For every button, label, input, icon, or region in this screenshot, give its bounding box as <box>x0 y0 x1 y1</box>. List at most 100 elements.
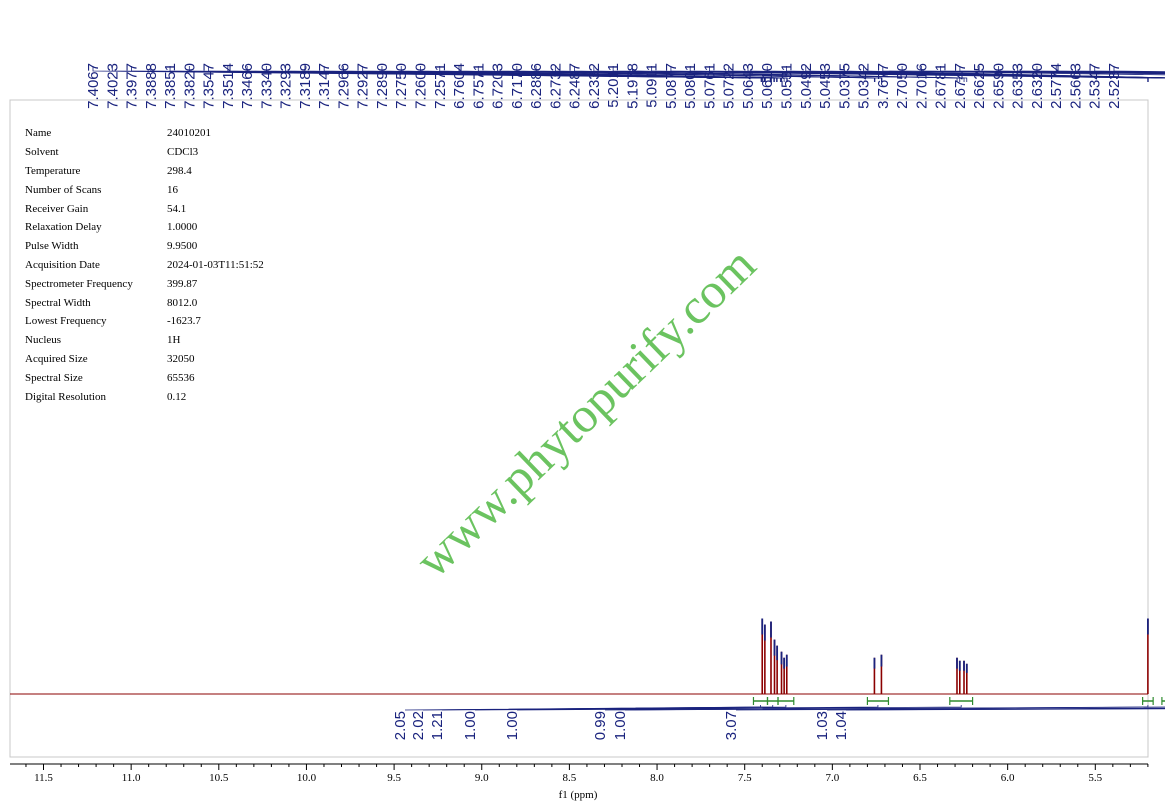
peak-label: 2.5237 <box>1106 63 1123 109</box>
peak-leader-line <box>998 66 1165 74</box>
peak-label: 7.2600 <box>412 63 429 109</box>
peak-label: 7.3147 <box>316 63 333 109</box>
x-tick-label: 6.0 <box>1001 772 1015 784</box>
x-tick-label: 9.5 <box>387 772 401 784</box>
peak-label: 5.0492 <box>798 63 815 109</box>
peak-label: 2.5774 <box>1048 63 1065 109</box>
parameter-name: Number of Scans <box>25 183 102 196</box>
peak-label: 7.3547 <box>201 63 218 109</box>
parameter-name: Pulse Width <box>25 240 79 253</box>
peak-label: 5.0877 <box>663 63 680 109</box>
integral-value-label: 1.21 <box>429 711 446 740</box>
x-tick-label: 6.5 <box>913 772 927 784</box>
peak-label: 6.2487 <box>567 63 584 109</box>
peak-label: 2.5663 <box>1067 63 1084 109</box>
peak-label: 3.7677 <box>875 63 892 109</box>
peak-label: 5.0453 <box>817 63 834 109</box>
parameter-value: 9.9500 <box>167 240 198 253</box>
integral-value-label: 1.00 <box>462 711 479 740</box>
peak-leader-line <box>1094 66 1165 73</box>
peak-label: 7.3820 <box>181 63 198 109</box>
peak-label: 2.6320 <box>1029 63 1046 109</box>
parameter-name: Acquired Size <box>25 352 88 365</box>
parameter-name: Nucleus <box>25 334 62 347</box>
peak-leader-line <box>1075 66 1165 73</box>
peak-label: 2.5347 <box>1087 63 1104 109</box>
peak-leader-group <box>92 66 1165 82</box>
x-tick-label: 10.5 <box>209 772 229 784</box>
peak-label: 7.3466 <box>239 63 256 109</box>
parameter-row: Number of Scans 16 <box>25 180 264 199</box>
parameter-name: Acquisition Date <box>25 258 100 271</box>
peak-label: 7.3888 <box>143 63 160 109</box>
parameter-name: Temperature <box>25 164 81 177</box>
peak-label: 5.0761 <box>701 63 718 109</box>
parameter-value: 32050 <box>167 352 195 365</box>
parameter-row: Nucleus 1H <box>25 331 264 350</box>
peak-leader-line <box>901 66 1165 75</box>
integral-leader-line <box>624 706 1165 711</box>
parameter-value: 399.87 <box>167 277 198 290</box>
peak-leader-line <box>940 66 1165 74</box>
x-tick-label: 11.0 <box>122 772 141 784</box>
parameter-value: -1623.7 <box>167 315 201 328</box>
peak-label: 2.7050 <box>894 63 911 109</box>
parameter-value: CDCl3 <box>167 146 199 159</box>
peak-label: 2.7016 <box>913 63 930 109</box>
parameter-name: Digital Resolution <box>25 390 106 403</box>
integral-value-label: 0.99 <box>592 711 609 740</box>
parameter-name: Solvent <box>25 146 59 159</box>
parameter-value: 65536 <box>167 371 195 384</box>
parameter-row: Acquired Size 32050 <box>25 350 264 369</box>
peak-label: 5.1978 <box>624 63 641 109</box>
parameter-name: Name <box>25 127 52 140</box>
peak-label: 2.6747 <box>952 63 969 109</box>
peak-label: 7.2890 <box>374 63 391 109</box>
integral-leader-line <box>735 707 1165 711</box>
integral-value-label: 2.02 <box>410 711 427 740</box>
peak-label: 5.2011 <box>605 63 622 108</box>
peak-leader-line <box>959 66 1165 74</box>
parameter-row: Solvent CDCl3 <box>25 143 264 162</box>
parameter-row: Lowest Frequency -1623.7 <box>25 312 264 331</box>
parameter-name: Spectral Size <box>25 371 83 384</box>
peak-label: 5.0643 <box>740 63 757 109</box>
peak-label: 7.3340 <box>258 63 275 109</box>
x-tick-label: 9.0 <box>475 772 489 784</box>
peak-leader-line <box>516 66 883 82</box>
peak-label: 2.6590 <box>990 63 1007 109</box>
peak-label: 6.7170 <box>509 63 526 109</box>
peak-label: 7.3189 <box>297 63 314 109</box>
peak-label: 7.4023 <box>104 63 121 109</box>
peak-label: 7.2571 <box>432 63 449 109</box>
parameter-value: 0.12 <box>167 390 187 403</box>
parameter-name: Spectrometer Frequency <box>25 277 133 290</box>
peak-label: 5.0375 <box>836 63 853 109</box>
peak-label: 7.3514 <box>220 63 237 109</box>
peak-label: 6.7203 <box>490 63 507 109</box>
parameter-value: 1H <box>167 334 181 347</box>
x-tick-label: 10.0 <box>297 772 317 784</box>
peak-label: 6.2732 <box>547 63 564 109</box>
peak-label: 5.0911 <box>644 63 661 108</box>
peak-leader-line <box>1113 66 1165 73</box>
peak-label: 6.2886 <box>528 63 545 109</box>
peak-label: 5.0722 <box>721 63 738 109</box>
peak-label: 7.3851 <box>162 63 179 109</box>
peak-leader-line <box>1036 66 1165 73</box>
integral-group: 2.05 2.02 1.21 1.00 1.00 0.99 1.00 3.07 1.03 1.04 <box>392 697 1165 740</box>
peak-label: 7.2966 <box>335 63 352 109</box>
x-tick-label: 8.0 <box>650 772 664 784</box>
peak-label: 6.7604 <box>451 63 468 109</box>
parameter-row: Relaxation Delay 1.0000 <box>25 218 264 237</box>
integral-value-label: 3.07 <box>723 711 740 740</box>
peak-label: 5.0531 <box>779 63 796 109</box>
parameter-value: 298.4 <box>167 164 192 177</box>
parameter-row: Acquisition Date 2024-01-03T11:51:52 <box>25 256 264 275</box>
peak-leader-line <box>978 66 1165 74</box>
integral-value-label: 1.04 <box>833 711 850 740</box>
parameter-name: Lowest Frequency <box>25 315 107 328</box>
integral-value-label: 2.05 <box>392 711 409 740</box>
x-tick-label: 8.5 <box>563 772 577 784</box>
peak-leader-line <box>920 66 1165 74</box>
